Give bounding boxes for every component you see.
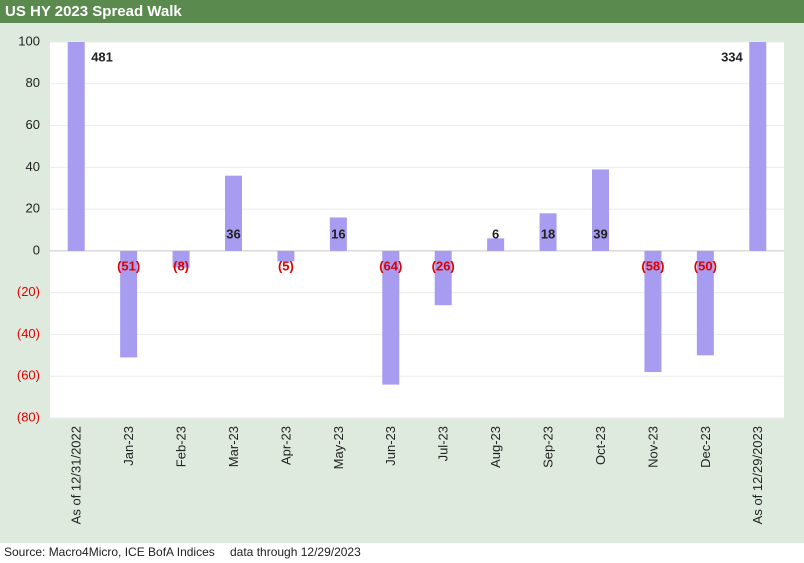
x-tick-label: Jan-23 — [121, 426, 136, 466]
y-tick-label: (40) — [17, 326, 40, 341]
x-tick-label: Dec-23 — [698, 426, 713, 468]
x-tick-label: Jun-23 — [383, 426, 398, 466]
data-label: 16 — [331, 226, 345, 241]
y-tick-label: 60 — [26, 117, 40, 132]
bar — [67, 42, 85, 251]
data-label: 36 — [226, 226, 240, 241]
x-tick-label: Apr-23 — [278, 426, 293, 465]
bar — [329, 217, 347, 251]
bar — [277, 250, 295, 262]
x-tick-label: May-23 — [331, 426, 346, 469]
data-label: 39 — [593, 226, 607, 241]
data-label: 481 — [91, 49, 113, 64]
bar — [382, 250, 400, 385]
data-label: (58) — [641, 258, 664, 273]
y-tick-label: (80) — [17, 409, 40, 424]
bar — [644, 250, 662, 373]
bar — [225, 175, 242, 251]
x-tick-label: Mar-23 — [226, 426, 241, 467]
bar — [120, 250, 138, 358]
x-tick-label: Aug-23 — [488, 426, 503, 468]
x-tick-label: As of 12/29/2023 — [750, 426, 765, 524]
bar — [539, 213, 557, 251]
bar — [487, 238, 505, 251]
bar — [434, 250, 452, 306]
y-tick-label: 40 — [26, 159, 40, 174]
x-tick-label: Jul-23 — [436, 426, 451, 461]
data-label: (5) — [278, 258, 294, 273]
source: Source: Macro4Micro, ICE BofA Indices — [4, 545, 215, 559]
y-tick-label: (60) — [17, 368, 40, 383]
bar — [172, 250, 190, 268]
bar — [749, 42, 767, 251]
y-tick-label: (20) — [17, 284, 40, 299]
y-tick-label: 80 — [26, 75, 40, 90]
bar — [592, 169, 609, 251]
chart-title: US HY 2023 Spread Walk — [5, 3, 182, 20]
title-bar — [0, 0, 804, 23]
data-label: 334 — [721, 49, 743, 64]
x-tick-label: Nov-23 — [645, 426, 660, 468]
data-label: 6 — [492, 226, 499, 241]
bar — [696, 250, 714, 356]
data-label: (51) — [117, 258, 140, 273]
x-tick-label: Sep-23 — [541, 426, 556, 468]
y-tick-label: 0 — [33, 242, 40, 257]
bars — [67, 42, 767, 385]
x-tick-label: Feb-23 — [174, 426, 189, 467]
x-tick-label: As of 12/31/2022 — [69, 426, 84, 524]
plot-area — [50, 42, 784, 418]
data-label: (26) — [432, 258, 455, 273]
note: data through 12/29/2023 — [230, 545, 361, 559]
data-label: (8) — [173, 258, 189, 273]
y-tick-label: 20 — [26, 201, 40, 216]
data-label: 18 — [541, 226, 555, 241]
data-label: (50) — [694, 258, 717, 273]
data-label: (64) — [379, 258, 402, 273]
footer — [0, 543, 804, 563]
y-tick-label: 100 — [18, 33, 40, 48]
x-tick-label: Oct-23 — [593, 426, 608, 465]
